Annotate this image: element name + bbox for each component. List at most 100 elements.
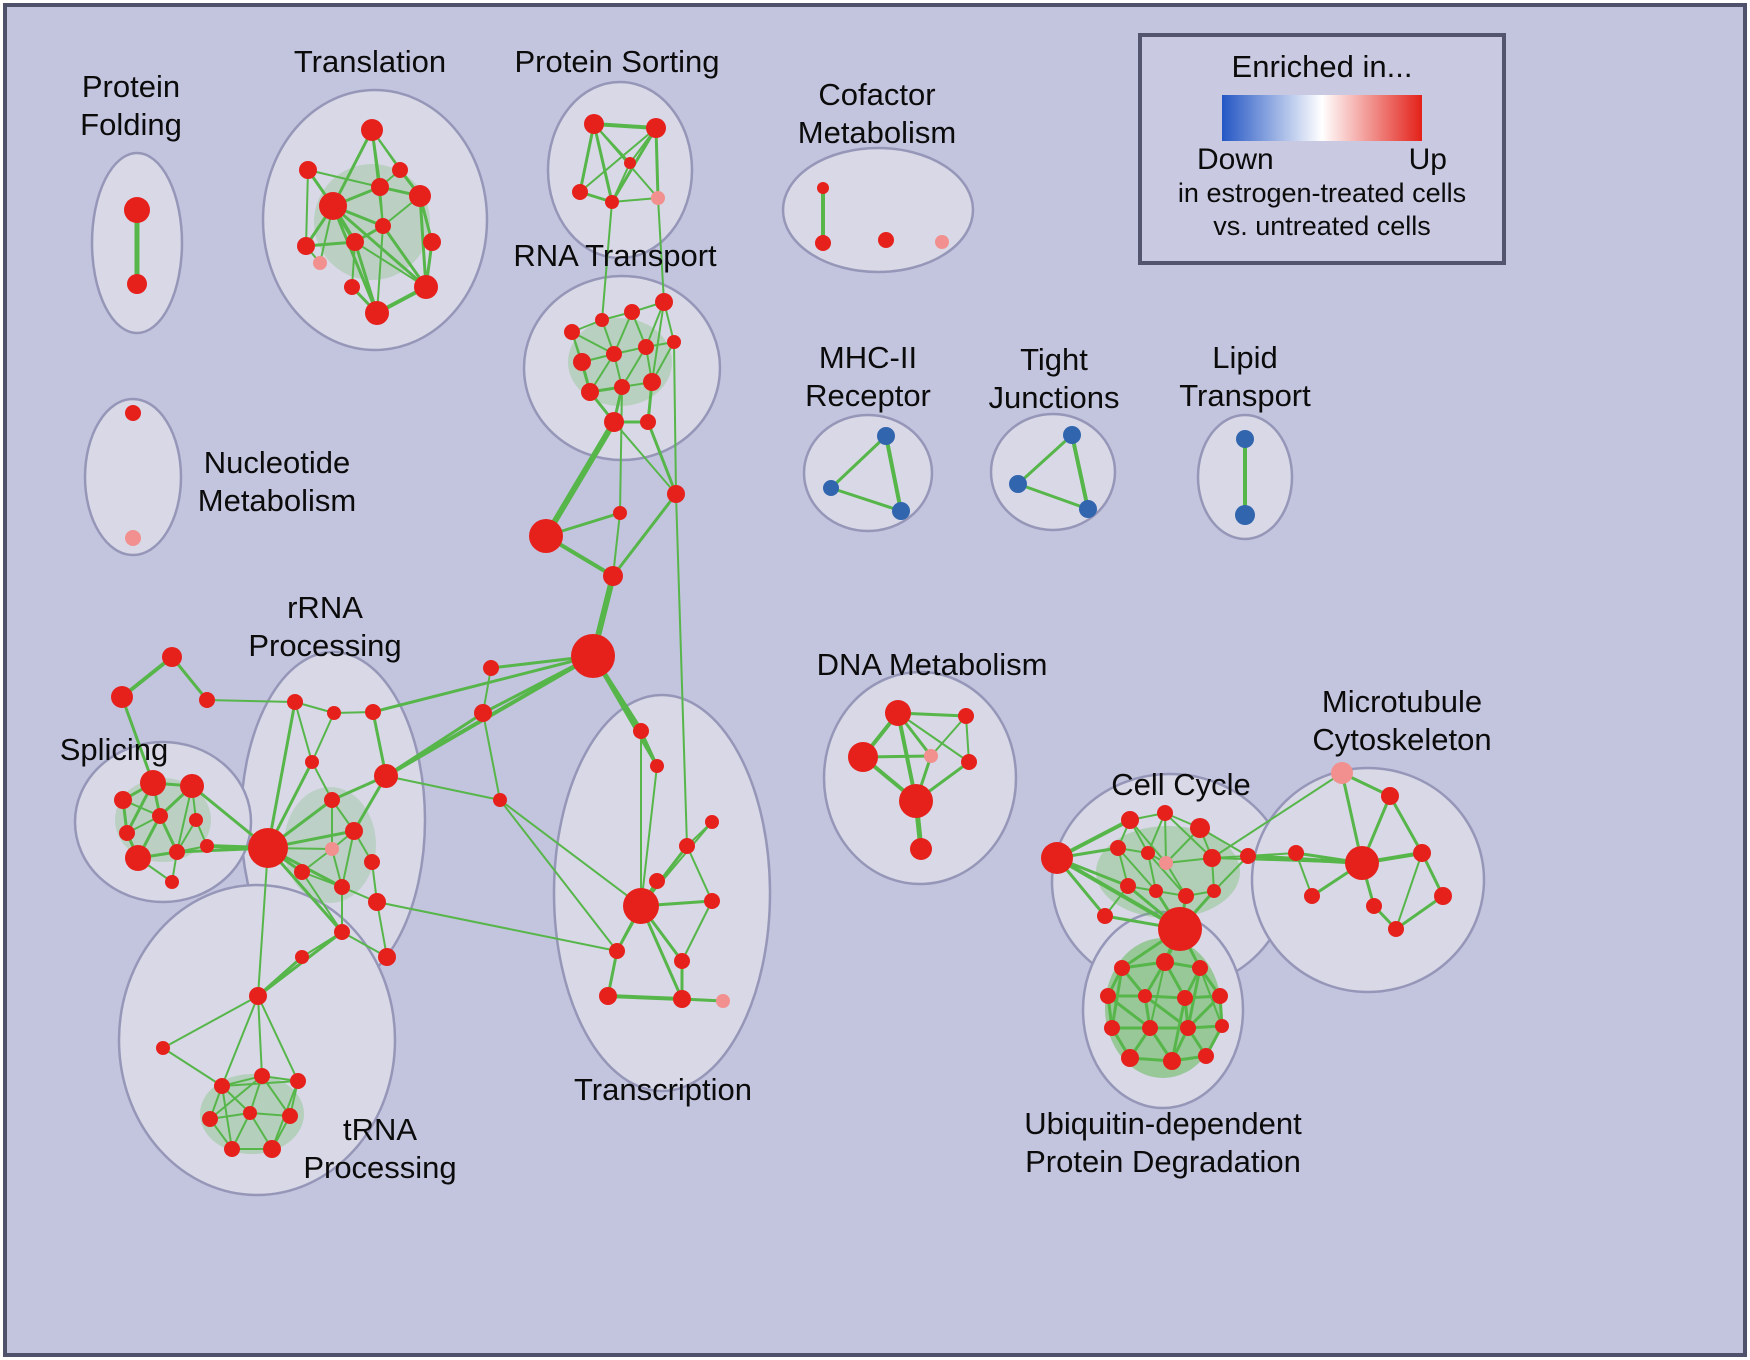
cluster-label-lipid-transport: Lipid bbox=[1212, 340, 1278, 375]
network-edge bbox=[257, 995, 299, 1082]
network-node bbox=[605, 195, 619, 209]
cluster-label-ubiquitin-degradation: Ubiquitin-dependent bbox=[1024, 1106, 1302, 1141]
network-node bbox=[371, 178, 389, 196]
network-node bbox=[392, 162, 408, 178]
network-node bbox=[573, 353, 591, 371]
network-edge bbox=[1164, 812, 1213, 859]
network-node bbox=[581, 383, 599, 401]
network-node bbox=[1235, 505, 1255, 525]
cluster-label-rrna-processing: rRNA bbox=[287, 590, 363, 625]
network-edge bbox=[640, 821, 713, 907]
network-edge bbox=[543, 419, 617, 539]
network-edge bbox=[301, 871, 343, 933]
network-node bbox=[124, 197, 150, 223]
network-node bbox=[1156, 953, 1174, 971]
network-edge bbox=[611, 492, 678, 578]
cluster-label-cofactor-metabolism: Cofactor bbox=[818, 77, 935, 112]
network-node bbox=[334, 924, 350, 940]
network-edge bbox=[499, 799, 618, 952]
cluster-label-protein-sorting: Protein Sorting bbox=[514, 44, 719, 79]
network-node bbox=[633, 723, 649, 739]
network-node bbox=[1212, 988, 1228, 1004]
network-node bbox=[655, 293, 673, 311]
cluster-ellipse-mhc-ii-receptor bbox=[802, 413, 934, 533]
network-node bbox=[1149, 884, 1163, 898]
cluster-label-protein-folding: Protein bbox=[82, 69, 180, 104]
network-node bbox=[1240, 848, 1256, 864]
cluster-label-trna-processing: Processing bbox=[303, 1150, 456, 1185]
network-node bbox=[674, 953, 690, 969]
legend-endpoints: Down Up bbox=[1197, 143, 1447, 177]
network-node bbox=[1138, 989, 1152, 1003]
network-edge bbox=[897, 712, 970, 763]
network-node bbox=[334, 879, 350, 895]
network-edge bbox=[221, 995, 259, 1087]
network-node bbox=[638, 339, 654, 355]
network-node bbox=[180, 774, 204, 798]
network-node bbox=[152, 808, 168, 824]
network-edge bbox=[651, 301, 665, 383]
network-edge bbox=[418, 194, 428, 289]
network-node bbox=[200, 839, 214, 853]
network-node bbox=[254, 1068, 270, 1084]
network-node bbox=[817, 182, 829, 194]
network-edge bbox=[579, 127, 657, 193]
network-node bbox=[169, 844, 185, 860]
network-edge bbox=[311, 712, 335, 763]
network-edge bbox=[381, 224, 428, 289]
network-edge bbox=[1388, 794, 1424, 855]
network-edge bbox=[384, 711, 485, 778]
cluster-ellipse-tight-junctions bbox=[989, 412, 1117, 532]
network-edge bbox=[261, 1075, 291, 1117]
network-node bbox=[640, 414, 656, 430]
cluster-ellipse-dna-metabolism bbox=[822, 670, 1018, 886]
network-edge bbox=[499, 799, 642, 907]
network-node bbox=[1159, 856, 1173, 870]
network-node bbox=[295, 950, 309, 964]
network-node bbox=[667, 485, 685, 503]
network-node bbox=[282, 1108, 298, 1124]
network-node bbox=[823, 480, 839, 496]
network-node bbox=[324, 792, 340, 808]
cluster-label-protein-folding: Folding bbox=[80, 107, 182, 142]
network-edge bbox=[686, 845, 713, 902]
network-node bbox=[564, 324, 580, 340]
network-node bbox=[877, 427, 895, 445]
cluster-label-rrna-processing: Processing bbox=[248, 628, 401, 663]
network-edge bbox=[601, 201, 613, 321]
network-node bbox=[1079, 500, 1097, 518]
network-node bbox=[924, 749, 938, 763]
network-node bbox=[378, 948, 396, 966]
network-node bbox=[1163, 1052, 1181, 1070]
network-node bbox=[649, 873, 665, 889]
network-node bbox=[716, 994, 730, 1008]
cluster-label-nucleotide-metabolism: Metabolism bbox=[198, 483, 357, 518]
network-edge bbox=[1070, 433, 1090, 511]
network-node bbox=[189, 813, 203, 827]
network-node bbox=[609, 943, 625, 959]
cluster-label-rna-transport: RNA Transport bbox=[513, 238, 717, 273]
network-node bbox=[365, 301, 389, 325]
cluster-label-lipid-transport: Transport bbox=[1179, 378, 1311, 413]
cluster-label-trna-processing: tRNA bbox=[343, 1112, 417, 1147]
network-node bbox=[297, 237, 315, 255]
network-node bbox=[571, 634, 615, 678]
network-node bbox=[1304, 888, 1320, 904]
network-edge bbox=[376, 901, 618, 952]
network-node bbox=[705, 815, 719, 829]
legend-caption-line1: in estrogen-treated cells bbox=[1177, 178, 1467, 208]
network-node bbox=[325, 842, 339, 856]
network-edge bbox=[256, 955, 304, 998]
cluster-ellipse-nucleotide-metabolism bbox=[83, 397, 183, 557]
network-node bbox=[305, 755, 319, 769]
network-edge bbox=[206, 699, 296, 703]
network-node bbox=[1331, 762, 1353, 784]
network-node bbox=[892, 502, 910, 520]
network-node bbox=[214, 1078, 230, 1094]
network-node bbox=[111, 686, 133, 708]
network-node bbox=[1121, 1049, 1139, 1067]
network-node bbox=[327, 706, 341, 720]
legend-title: Enriched in... bbox=[1231, 49, 1413, 84]
network-node bbox=[704, 893, 720, 909]
network-node bbox=[673, 990, 691, 1008]
